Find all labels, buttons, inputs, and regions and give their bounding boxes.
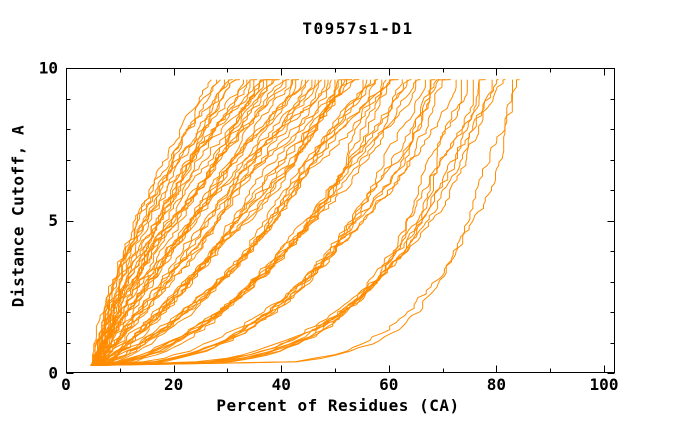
model-curve xyxy=(93,79,229,366)
model-curve xyxy=(95,79,356,366)
y-tick-label: 0 xyxy=(48,364,58,383)
y-tick-label: 5 xyxy=(48,211,58,230)
model-curve xyxy=(100,79,297,366)
model-curve xyxy=(92,79,310,366)
model-curve xyxy=(96,79,436,366)
model-curve xyxy=(99,79,280,366)
model-curve xyxy=(101,79,520,366)
model-curve xyxy=(99,79,412,366)
model-curve xyxy=(96,79,387,366)
model-curve xyxy=(99,79,329,366)
model-curve xyxy=(93,79,375,366)
model-curve xyxy=(99,79,360,366)
model-curve xyxy=(94,79,421,366)
curves-layer xyxy=(90,79,520,366)
chart-title: T0957s1-D1 xyxy=(302,19,414,38)
model-curve xyxy=(94,79,274,366)
model-curve xyxy=(101,79,332,366)
model-curve xyxy=(94,79,513,366)
y-axis-label: Distance Cutoff, A xyxy=(8,124,28,308)
model-curve xyxy=(94,79,248,366)
plot-frame xyxy=(66,68,615,373)
model-curve xyxy=(90,79,457,366)
model-curve xyxy=(97,79,379,366)
model-curve xyxy=(93,79,446,366)
x-tick-label: 60 xyxy=(379,375,398,394)
model-curve xyxy=(100,79,371,366)
x-tick-label: 40 xyxy=(272,375,291,394)
model-curve xyxy=(90,79,290,366)
model-curve xyxy=(97,79,261,366)
model-curve xyxy=(97,79,499,366)
model-curve xyxy=(101,79,451,366)
x-tick-label: 0 xyxy=(61,375,71,394)
model-curve xyxy=(90,79,417,366)
model-curve xyxy=(94,79,493,366)
model-curve xyxy=(96,79,287,366)
x-tick-label: 100 xyxy=(590,375,619,394)
model-curve xyxy=(99,79,306,366)
y-tick-label: 10 xyxy=(39,59,58,78)
model-curve xyxy=(93,79,284,366)
x-tick-label: 20 xyxy=(164,375,183,394)
x-tick-label: 80 xyxy=(487,375,506,394)
model-curve xyxy=(98,79,303,366)
model-curve xyxy=(92,79,506,366)
x-axis-label: Percent of Residues (CA) xyxy=(216,396,460,415)
model-curve xyxy=(92,79,258,366)
